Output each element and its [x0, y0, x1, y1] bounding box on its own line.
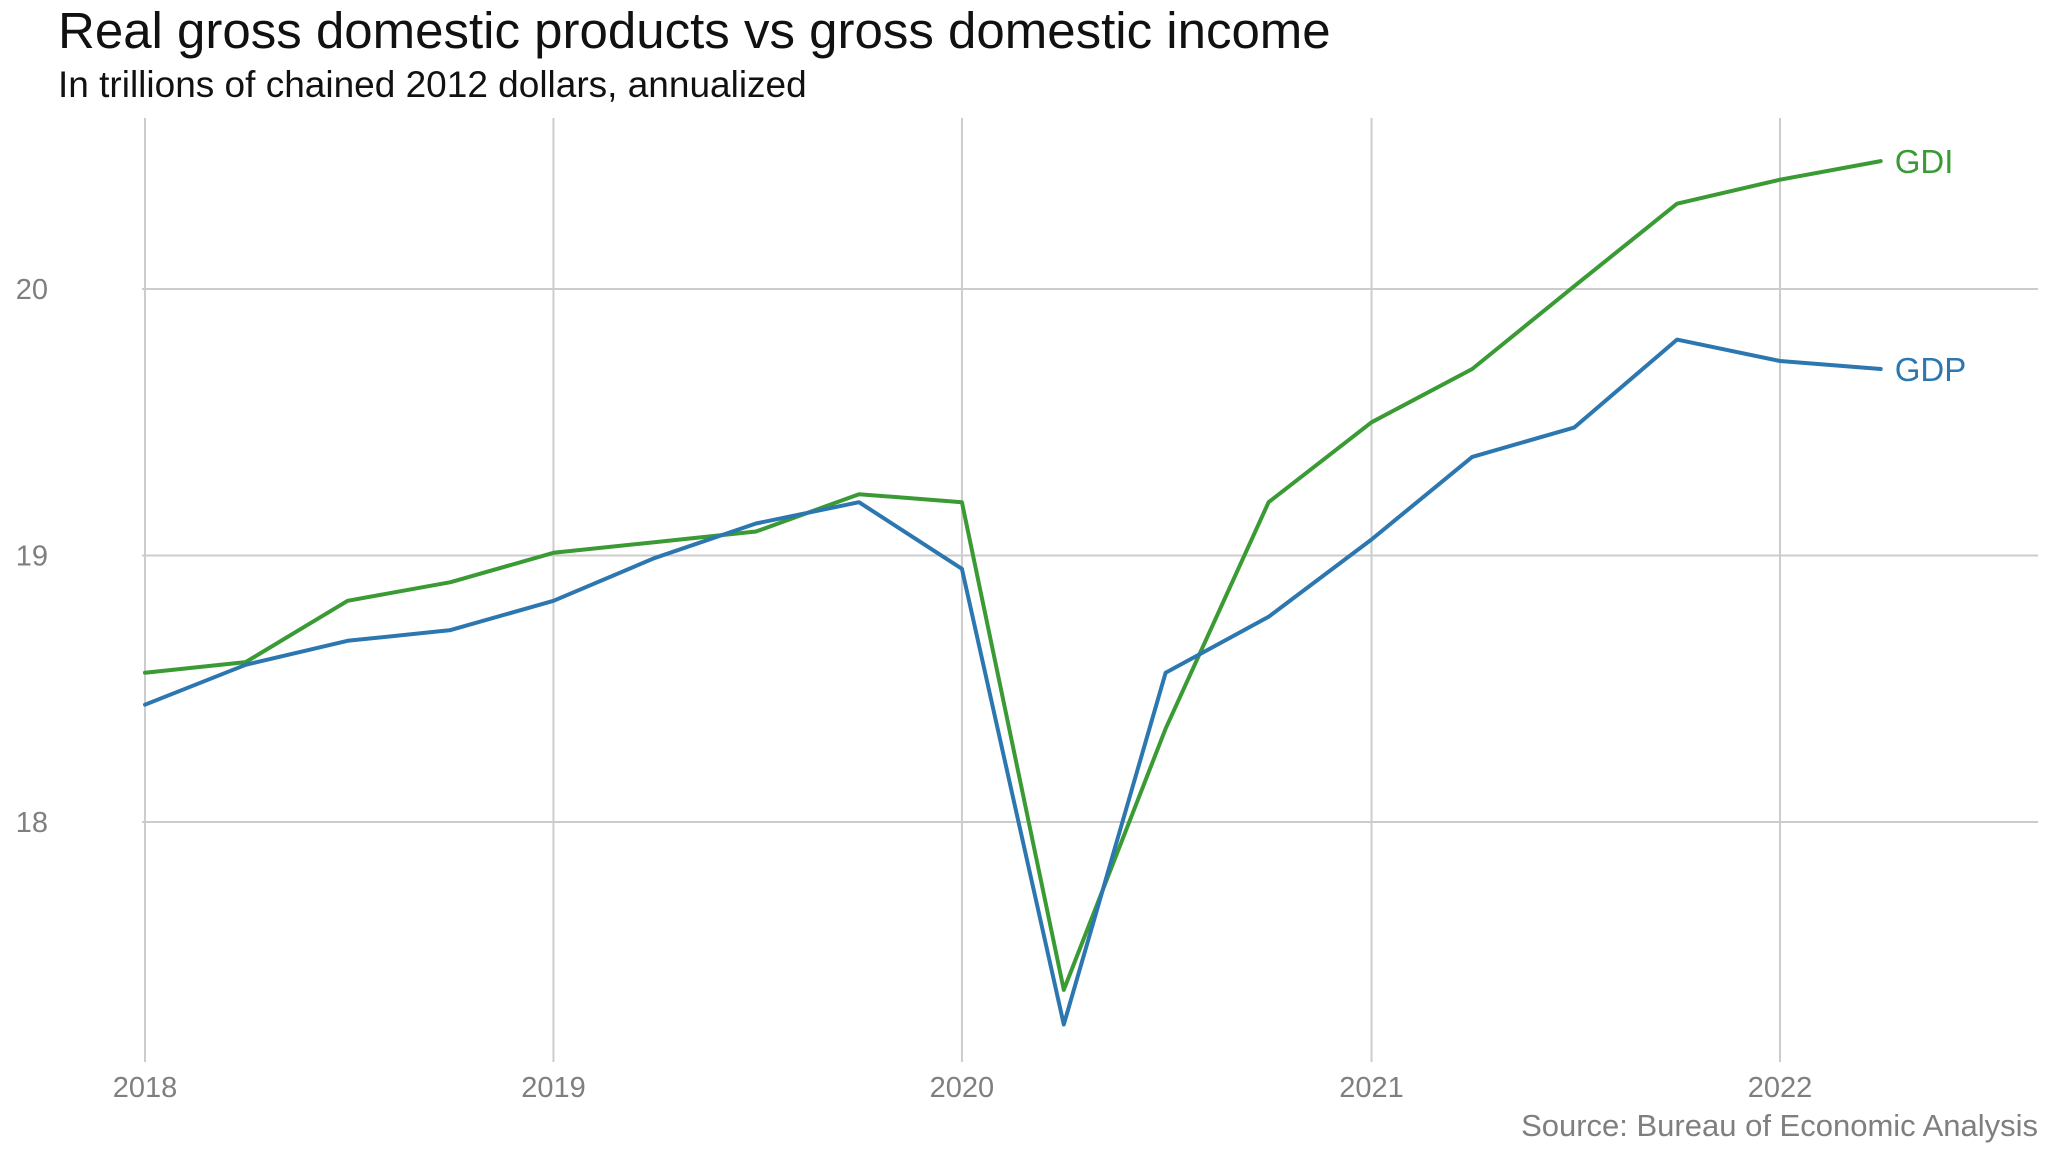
label-layer: 2018 2019 2020 2021 2022 18 19 20 GDI GDP [16, 143, 1966, 1104]
x-tick-label-2021: 2021 [1339, 1072, 1404, 1104]
y-tick-label-18: 18 [16, 807, 48, 839]
chart-title: Real gross domestic products vs gross do… [58, 2, 1331, 59]
x-tick-label-2022: 2022 [1748, 1072, 1813, 1104]
series-line-gdi [143, 159, 1883, 992]
series-line-gdp [143, 337, 1883, 1027]
y-tick-label-19: 19 [16, 541, 48, 573]
x-tick-label-2019: 2019 [521, 1072, 586, 1104]
x-tick-label-2018: 2018 [113, 1072, 178, 1104]
chart-subtitle: In trillions of chained 2012 dollars, an… [58, 64, 807, 105]
y-tick-label-20: 20 [16, 274, 48, 306]
grid-layer [142, 118, 2038, 1062]
x-tick-label-2020: 2020 [930, 1072, 995, 1104]
series-label-gdp: GDP [1895, 351, 1967, 388]
series-layer [143, 159, 1883, 1027]
source-note: Source: Bureau of Economic Analysis [1521, 1108, 2038, 1143]
series-label-gdi: GDI [1895, 143, 1954, 180]
